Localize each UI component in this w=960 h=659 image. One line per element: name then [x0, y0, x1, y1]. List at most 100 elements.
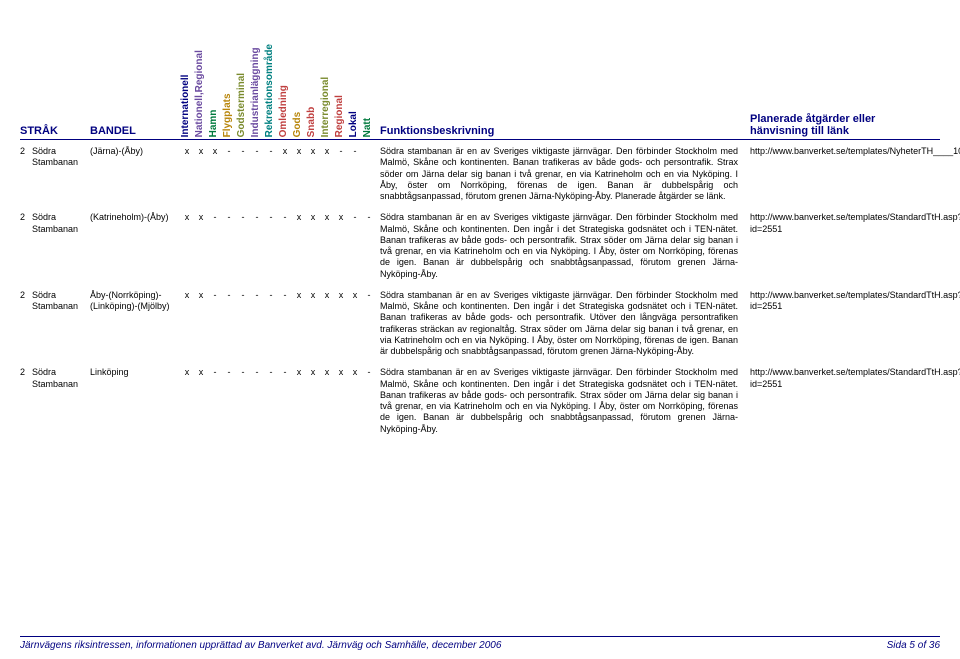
flag-value: x — [348, 367, 362, 378]
flag-header: Nationell,Regional — [194, 42, 208, 137]
flag-value: x — [180, 290, 194, 301]
flag-value: x — [194, 212, 208, 223]
flag-value: x — [278, 146, 292, 157]
flag-header: Hamn — [208, 42, 222, 137]
cell-flags: xxx----xxxx-- — [180, 146, 380, 157]
flag-value: - — [208, 367, 222, 378]
table-row: 2Södra Stambanan(Järna)-(Åby)xxx----xxxx… — [20, 140, 940, 206]
header-strak: STRÅK — [20, 125, 90, 137]
flag-value: - — [222, 367, 236, 378]
flag-header: Snabb — [306, 42, 320, 137]
flag-header: Omledning — [278, 42, 292, 137]
flag-value: x — [306, 212, 320, 223]
cell-link: http://www.banverket.se/templates/Standa… — [750, 212, 930, 235]
cell-funk: Södra stambanan är en av Sveriges viktig… — [380, 367, 750, 435]
flag-header: Interregional — [320, 42, 334, 137]
flag-value: - — [250, 367, 264, 378]
flag-value: x — [292, 146, 306, 157]
header-funk: Funktionsbeskrivning — [380, 125, 750, 137]
flag-value: - — [222, 212, 236, 223]
cell-link: http://www.banverket.se/templates/Standa… — [750, 290, 930, 313]
strak-name: Södra Stambanan — [32, 290, 90, 313]
flag-value: - — [278, 367, 292, 378]
flag-value: x — [180, 146, 194, 157]
flag-value: - — [236, 290, 250, 301]
flag-header: Godsterminal — [236, 42, 250, 137]
flag-value: - — [264, 290, 278, 301]
flag-value: - — [236, 212, 250, 223]
cell-link: http://www.banverket.se/templates/Nyhete… — [750, 146, 930, 157]
cell-link: http://www.banverket.se/templates/Standa… — [750, 367, 930, 390]
rows-container: 2Södra Stambanan(Järna)-(Åby)xxx----xxxx… — [20, 140, 940, 439]
cell-flags: xx------xxxx-- — [180, 212, 380, 223]
flag-value: - — [236, 146, 250, 157]
header-bandel: BANDEL — [90, 125, 180, 137]
table-row: 2Södra StambananÅby-(Norrköping)-(Linköp… — [20, 284, 940, 362]
flag-value: - — [334, 146, 348, 157]
flag-value: - — [348, 212, 362, 223]
cell-bandel: (Järna)-(Åby) — [90, 146, 180, 157]
flag-value: x — [194, 146, 208, 157]
page-footer: Järnvägens riksintressen, informationen … — [20, 636, 940, 651]
flag-value: - — [348, 146, 362, 157]
flag-value: x — [320, 367, 334, 378]
strak-number: 2 — [20, 212, 32, 235]
flag-header: Natt — [362, 42, 376, 137]
cell-bandel: Åby-(Norrköping)-(Linköping)-(Mjölby) — [90, 290, 180, 313]
flag-value: x — [180, 367, 194, 378]
flag-value: - — [264, 146, 278, 157]
header-flags: Internationell Nationell,Regional Hamn F… — [180, 42, 380, 137]
cell-strak: 2Södra Stambanan — [20, 212, 90, 235]
strak-number: 2 — [20, 367, 32, 390]
flag-value: - — [264, 367, 278, 378]
flag-value: x — [334, 212, 348, 223]
cell-flags: xx------xxxxx- — [180, 367, 380, 378]
flag-value: x — [320, 146, 334, 157]
footer-left: Järnvägens riksintressen, informationen … — [20, 640, 501, 651]
strak-name: Södra Stambanan — [32, 212, 90, 235]
flag-value: x — [306, 367, 320, 378]
table-row: 2Södra Stambanan(Katrineholm)-(Åby)xx---… — [20, 206, 940, 284]
flag-value: x — [208, 146, 222, 157]
cell-funk: Södra stambanan är en av Sveriges viktig… — [380, 290, 750, 358]
flag-value: x — [292, 367, 306, 378]
flag-value: x — [334, 290, 348, 301]
flag-value: - — [250, 146, 264, 157]
footer-right: Sida 5 of 36 — [887, 640, 940, 651]
flag-value: - — [362, 367, 376, 378]
flag-header: Internationell — [180, 42, 194, 137]
cell-funk: Södra stambanan är en av Sveriges viktig… — [380, 146, 750, 202]
flag-value: - — [208, 290, 222, 301]
strak-name: Södra Stambanan — [32, 367, 90, 390]
table-row: 2Södra StambananLinköpingxx------xxxxx-S… — [20, 361, 940, 439]
strak-name: Södra Stambanan — [32, 146, 90, 169]
flag-value: x — [194, 367, 208, 378]
flag-value: - — [362, 212, 376, 223]
flag-value: x — [194, 290, 208, 301]
cell-funk: Södra stambanan är en av Sveriges viktig… — [380, 212, 750, 280]
flag-value: - — [362, 290, 376, 301]
flag-header: Gods — [292, 42, 306, 137]
flag-value: x — [306, 146, 320, 157]
flag-value: - — [278, 290, 292, 301]
cell-strak: 2Södra Stambanan — [20, 367, 90, 390]
flag-value — [362, 146, 376, 157]
flag-value: x — [306, 290, 320, 301]
flag-value: x — [320, 290, 334, 301]
cell-strak: 2Södra Stambanan — [20, 290, 90, 313]
flag-value: - — [250, 212, 264, 223]
cell-bandel: Linköping — [90, 367, 180, 378]
cell-strak: 2Södra Stambanan — [20, 146, 90, 169]
cell-flags: xx------xxxxx- — [180, 290, 380, 301]
flag-value: - — [222, 146, 236, 157]
flag-value: x — [348, 290, 362, 301]
flag-header: Rekreationsområde — [264, 42, 278, 137]
strak-number: 2 — [20, 290, 32, 313]
flag-value: x — [180, 212, 194, 223]
flag-value: - — [236, 367, 250, 378]
flag-header: Regional — [334, 42, 348, 137]
flag-value: x — [320, 212, 334, 223]
flag-header: Industrianläggning — [250, 42, 264, 137]
flag-header: Lokal — [348, 42, 362, 137]
flag-value: - — [222, 290, 236, 301]
